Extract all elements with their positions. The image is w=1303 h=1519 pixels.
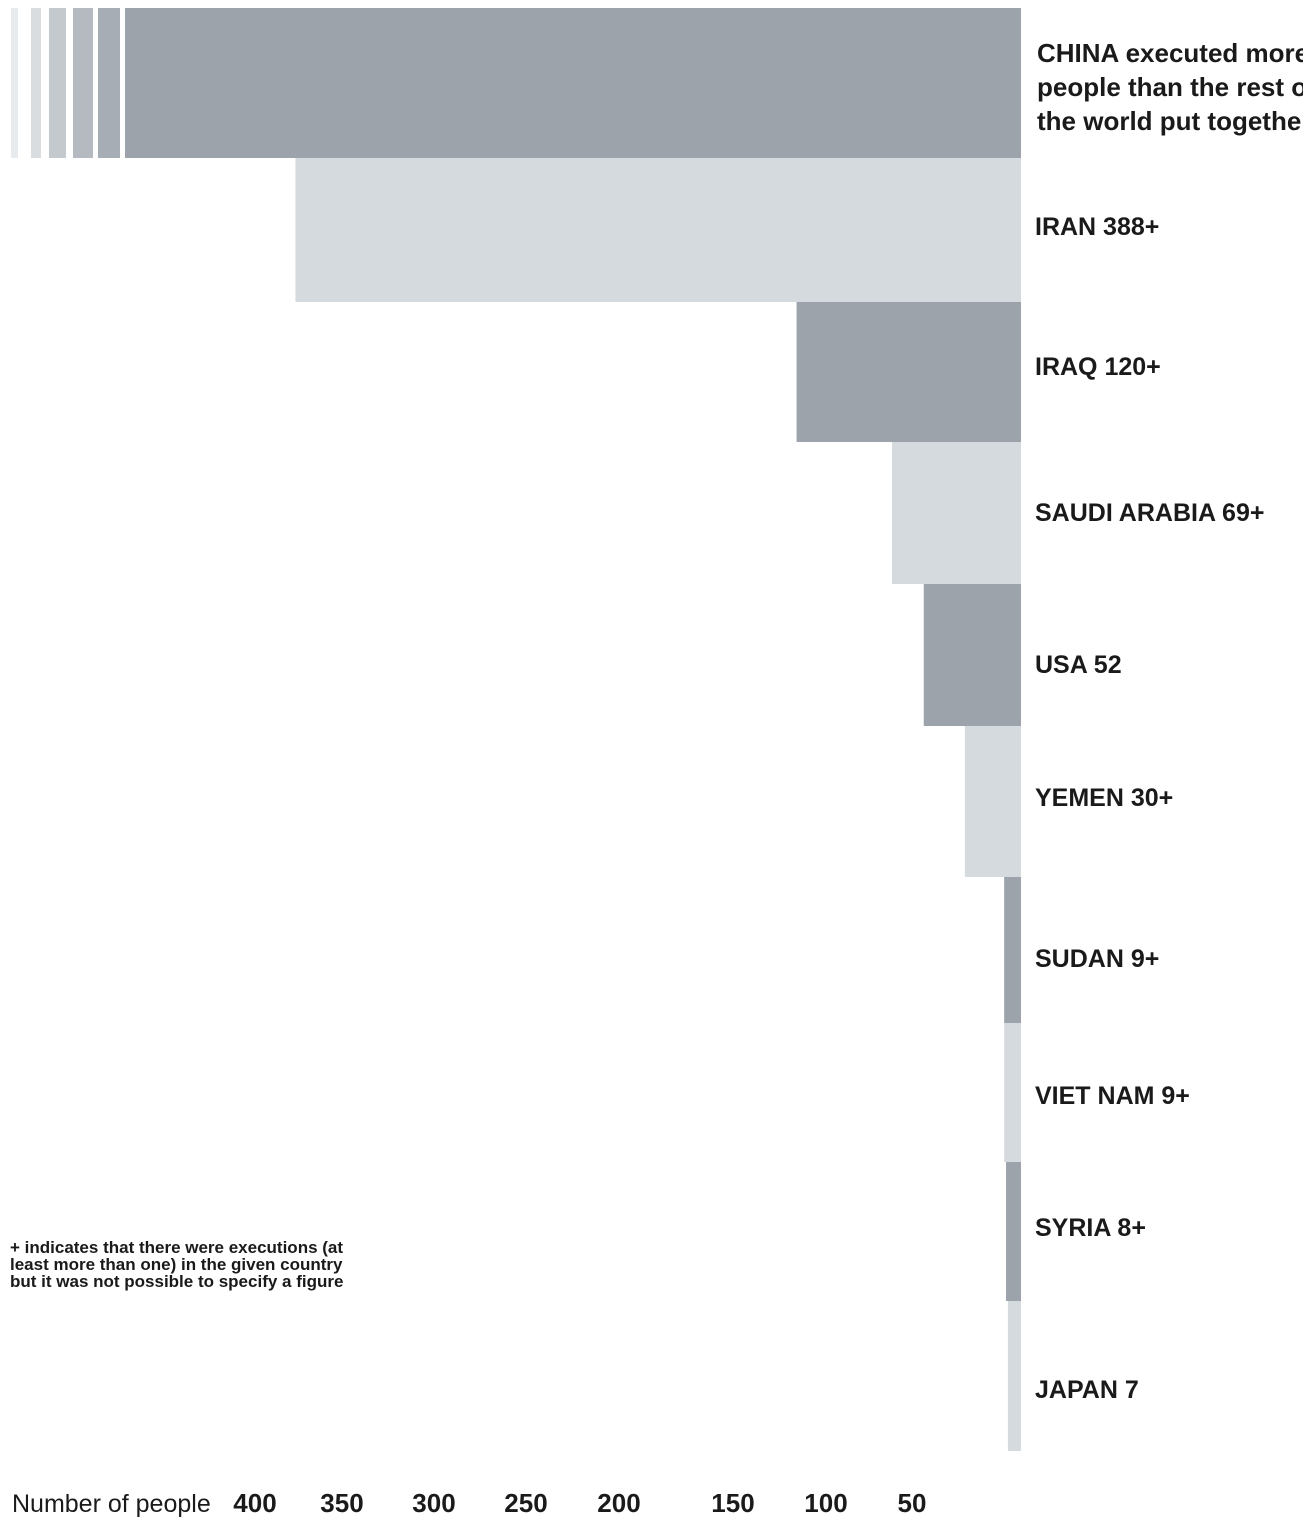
x-axis-title: Number of people	[12, 1490, 211, 1518]
bar-label-viet: VIET NAM 9+	[1035, 1082, 1190, 1110]
bar-iran	[295, 158, 1021, 302]
bar-label-syria: SYRIA 8+	[1035, 1214, 1146, 1242]
bar-viet	[1004, 1023, 1021, 1162]
bar-label-china-line: the world put together	[1037, 106, 1303, 136]
bar-label-iraq: IRAQ 120+	[1035, 353, 1161, 381]
x-tick-label: 50	[898, 1488, 927, 1518]
x-tick-label: 150	[711, 1488, 754, 1518]
bar-label-saudi: SAUDI ARABIA 69+	[1035, 499, 1264, 527]
truncation-stripe	[11, 8, 18, 158]
bar-sudan	[1004, 877, 1021, 1023]
bar-yemen	[964, 726, 1021, 877]
bar-label-sudan: SUDAN 9+	[1035, 945, 1159, 973]
footnote: + indicates that there were executions (…	[10, 1238, 344, 1291]
bar-iraq	[796, 302, 1021, 442]
x-tick-label: 300	[412, 1488, 455, 1518]
truncation-stripe	[31, 8, 41, 158]
bar-usa	[923, 584, 1021, 726]
x-tick-label: 100	[804, 1488, 847, 1518]
x-tick-label: 200	[597, 1488, 640, 1518]
bar-label-china-line: CHINA executed more	[1037, 38, 1303, 68]
truncation-stripe	[98, 8, 120, 158]
bar-label-yemen: YEMEN 30+	[1035, 784, 1173, 812]
truncation-stripe	[49, 8, 66, 158]
bar-label-iran: IRAN 388+	[1035, 213, 1159, 241]
x-tick-label: 400	[233, 1488, 276, 1518]
bar-syria	[1006, 1162, 1021, 1301]
bar-label-japan: JAPAN 7	[1035, 1376, 1139, 1404]
bar-label-china-line: people than the rest of	[1037, 72, 1303, 102]
bar-japan	[1007, 1301, 1021, 1451]
x-tick-label: 350	[320, 1488, 363, 1518]
x-tick-label: 250	[504, 1488, 547, 1518]
bar-china	[125, 8, 1021, 158]
truncation-stripe	[73, 8, 93, 158]
bar-saudi	[891, 442, 1021, 584]
bar-label-usa: USA 52	[1035, 651, 1122, 679]
